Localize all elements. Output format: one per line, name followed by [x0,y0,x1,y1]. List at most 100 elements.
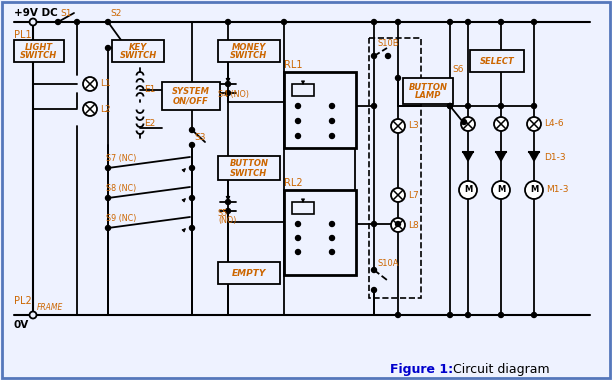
Bar [292,84,314,96]
Circle shape [105,225,111,231]
Text: SELECT: SELECT [480,57,514,65]
Circle shape [395,222,400,226]
Circle shape [466,312,471,318]
Circle shape [371,268,376,272]
Circle shape [329,133,335,138]
Circle shape [391,218,405,232]
Polygon shape [496,152,506,161]
Circle shape [499,312,504,318]
Circle shape [492,181,510,199]
Text: SWITCH: SWITCH [119,52,157,60]
Circle shape [296,250,300,255]
Circle shape [105,166,111,171]
Circle shape [371,54,376,59]
Polygon shape [463,152,473,161]
Circle shape [56,19,61,24]
Circle shape [391,119,405,133]
Circle shape [447,312,452,318]
Circle shape [190,166,195,171]
Circle shape [395,312,400,318]
Text: E1: E1 [144,86,155,95]
Text: +9V DC: +9V DC [14,8,58,18]
Circle shape [190,128,195,133]
Circle shape [386,54,390,59]
Text: M1-3: M1-3 [546,185,569,195]
Circle shape [461,119,466,125]
Circle shape [225,200,231,204]
Text: SWITCH: SWITCH [230,52,267,60]
Circle shape [371,222,376,226]
Circle shape [190,195,195,201]
Circle shape [531,103,537,109]
Text: MONEY: MONEY [232,43,266,52]
Text: M: M [497,185,505,195]
Text: S6: S6 [452,65,463,74]
Circle shape [447,103,452,109]
Bar [292,202,314,214]
Circle shape [494,117,508,131]
Circle shape [499,19,504,24]
Circle shape [531,19,537,24]
Circle shape [296,119,300,124]
Circle shape [395,19,400,24]
Circle shape [296,222,300,226]
Circle shape [329,103,335,109]
Text: S1: S1 [60,8,72,17]
Circle shape [83,102,97,116]
Circle shape [225,81,231,87]
Circle shape [466,19,471,24]
Bar [284,72,356,148]
Bar [218,156,280,180]
Circle shape [459,181,477,199]
Text: S5: S5 [218,209,228,217]
Text: S7 (NC): S7 (NC) [106,155,136,163]
Circle shape [329,236,335,241]
Text: BUTTON: BUTTON [230,160,269,168]
Circle shape [447,19,452,24]
Circle shape [395,76,400,81]
Bar [218,262,280,284]
Text: L1: L1 [100,79,111,89]
Text: L3: L3 [408,122,419,130]
Circle shape [29,312,37,318]
Circle shape [83,77,97,91]
Text: PL1: PL1 [14,30,32,40]
Circle shape [461,117,475,131]
Text: BUTTON: BUTTON [408,82,447,92]
Circle shape [296,133,300,138]
Text: S10A: S10A [378,260,400,269]
Circle shape [296,103,300,109]
Bar [14,40,64,62]
Circle shape [282,19,286,24]
Text: L7: L7 [408,190,419,200]
Text: S2: S2 [110,8,121,17]
Text: RL2: RL2 [284,178,302,188]
Text: RL1: RL1 [284,60,302,70]
Circle shape [329,119,335,124]
Circle shape [296,236,300,241]
Circle shape [499,103,504,109]
Text: EMPTY: EMPTY [232,269,266,277]
Polygon shape [529,152,539,161]
Text: L8: L8 [408,220,419,230]
Bar [284,190,356,275]
Circle shape [225,19,231,24]
Text: PL2: PL2 [14,296,32,306]
Text: D1-3: D1-3 [544,152,565,161]
Text: 0V: 0V [14,320,29,330]
Text: ON/OFF: ON/OFF [173,97,209,106]
Circle shape [391,188,405,202]
Text: Circuit diagram: Circuit diagram [453,364,550,377]
Text: KEY: KEY [129,43,147,52]
Circle shape [225,90,231,95]
Circle shape [371,19,376,24]
Text: L2: L2 [100,105,111,114]
Bar [403,78,453,104]
Circle shape [371,288,376,293]
Circle shape [105,195,111,201]
Circle shape [329,250,335,255]
Bar [369,38,421,298]
Circle shape [75,19,80,24]
Circle shape [29,19,37,25]
Text: S10B: S10B [378,40,400,49]
